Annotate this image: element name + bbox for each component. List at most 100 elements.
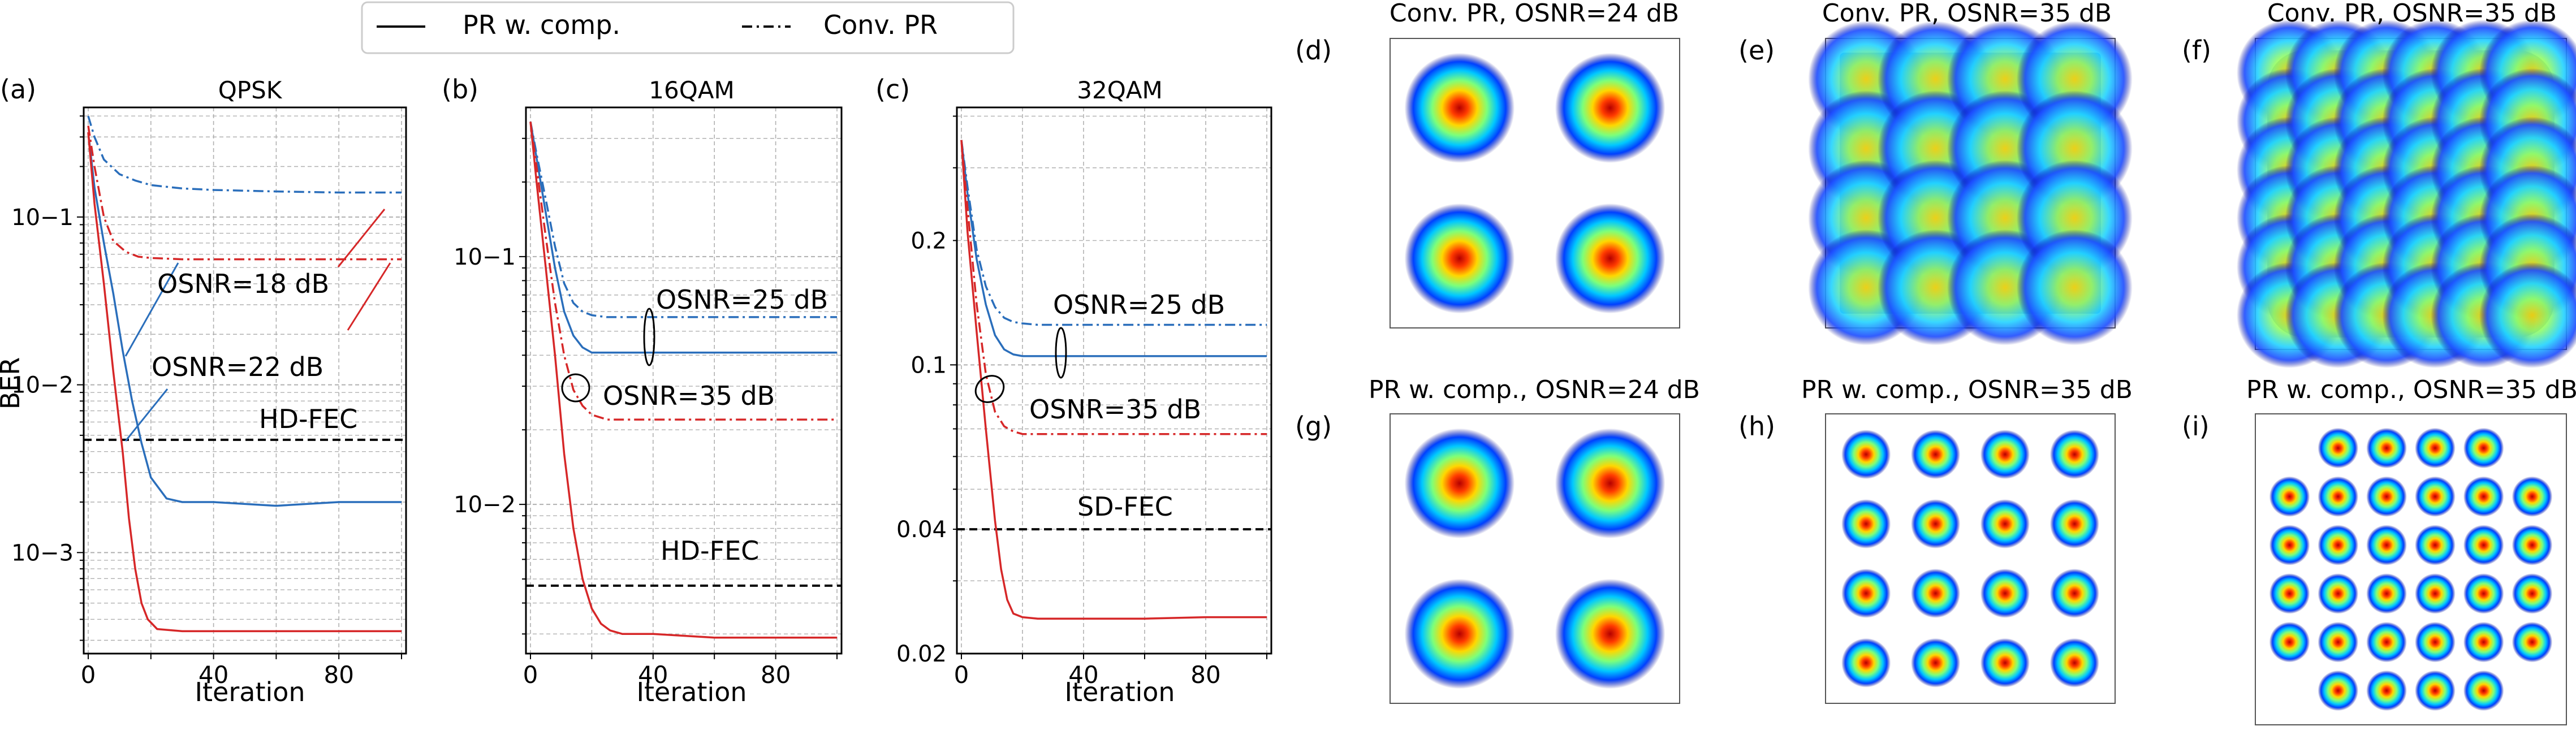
- panel-title: PR w. comp., OSNR=35 dB: [1801, 375, 2133, 404]
- constellation-point: [1980, 638, 2030, 688]
- chart-panel-qpsk: 0 40 80 10−3 10−2 10−1 (a) QPSK BER Iteration…: [0, 74, 407, 707]
- constellation-point: [2415, 427, 2456, 469]
- constellation-plot: [2255, 413, 2567, 725]
- constellation-plot: [1390, 38, 1680, 328]
- osnr-group-marker: [974, 375, 1005, 403]
- legend: PR w. comp. Conv. PR: [361, 1, 1015, 54]
- constellation-point: [2318, 525, 2359, 565]
- panel-letter: (g): [1295, 411, 1332, 442]
- series-line: [960, 140, 1267, 326]
- constellation-point: [2269, 621, 2310, 663]
- chart-panel-16qam: 0 40 80 10−2 10−1 (b) 16QAM Iteration OSNR=2…: [442, 74, 843, 707]
- constellation-point: [1980, 499, 2030, 549]
- constellation-panel-h: (h) PR w. comp., OSNR=35 dB: [1738, 375, 2133, 704]
- constellation-point: [2512, 621, 2553, 663]
- constellation-point: [1911, 499, 1961, 549]
- x-axis-label: Iteration: [1064, 677, 1175, 707]
- constellation-point: [2415, 573, 2456, 614]
- constellation-point: [1841, 638, 1891, 688]
- constellation-point: [2318, 427, 2359, 469]
- constellation-point: [2049, 499, 2099, 549]
- constellation-point: [2463, 476, 2504, 517]
- constellation-point: [2016, 229, 2133, 345]
- annotation-leader: [124, 388, 169, 442]
- panel-title: PR w. comp., OSNR=24 dB: [1369, 375, 1700, 404]
- constellation-point: [2318, 621, 2359, 663]
- constellation-point: [1980, 430, 2030, 479]
- constellation-point: [1404, 53, 1515, 163]
- constellation-point: [1911, 430, 1961, 479]
- constellation-point: [1555, 53, 1665, 163]
- y-tick-label: 10−3: [11, 540, 74, 566]
- panel-title: 16QAM: [649, 76, 734, 104]
- constellation-point: [2366, 525, 2407, 565]
- fec-label: HD-FEC: [259, 404, 357, 434]
- panel-letter: (b): [442, 74, 478, 105]
- fec-label: HD-FEC: [661, 535, 759, 566]
- constellation-point: [1404, 203, 1515, 314]
- x-tick-label: 80: [1190, 661, 1220, 689]
- series-line: [87, 115, 402, 194]
- y-tick-label: 0.04: [896, 517, 947, 543]
- constellation-panel-g: (g) PR w. comp., OSNR=24 dB: [1295, 375, 1700, 704]
- constellation-point: [2318, 476, 2359, 517]
- constellation-frame: [2255, 413, 2567, 725]
- constellation-point: [2366, 573, 2407, 614]
- constellation-panel-f: (f) Conv. PR, OSNR=35 dB: [2182, 0, 2576, 368]
- constellation-point: [2463, 621, 2504, 663]
- plot-area: 0 40 80 10−2 10−1: [454, 106, 843, 689]
- constellation-plot: [1390, 413, 1680, 704]
- panel-title: PR w. comp., OSNR=35 dB: [2246, 375, 2576, 404]
- constellation-point: [2366, 476, 2407, 517]
- constellation-point: [2415, 670, 2456, 711]
- plot-frame: [83, 106, 407, 655]
- y-tick-label: 0.02: [896, 641, 947, 667]
- constellation-point: [1911, 568, 1961, 618]
- constellation-plot: [1808, 21, 2133, 345]
- annotation-leader: [124, 262, 179, 357]
- panel-letter: (e): [1738, 35, 1775, 66]
- series-line: [529, 122, 837, 354]
- constellation-point: [2269, 573, 2310, 614]
- constellation-point: [1404, 578, 1515, 689]
- series-line: [87, 132, 402, 633]
- constellation-point: [1980, 568, 2030, 618]
- x-tick-label: 40: [1068, 661, 1098, 689]
- constellation-point: [1555, 203, 1665, 314]
- chart-panel-32qam: 0 40 800.020.040.10.2 (c) 32QAM Iteration …: [875, 74, 1272, 707]
- constellation-point: [2049, 430, 2099, 479]
- constellation-point: [2415, 621, 2456, 663]
- panel-title: Conv. PR, OSNR=24 dB: [1390, 0, 1679, 28]
- y-tick-label: 10−1: [454, 244, 516, 270]
- constellation-point: [2415, 525, 2456, 565]
- annotation-osnr-35: OSNR=35 dB: [1029, 394, 1201, 425]
- panel-title: 32QAM: [1077, 76, 1162, 104]
- panel-letter: (f): [2182, 35, 2211, 66]
- constellation-point: [1841, 499, 1891, 549]
- constellation-point: [2366, 621, 2407, 663]
- series-line: [960, 140, 1267, 357]
- constellation-plot: [2237, 20, 2576, 368]
- constellation-point: [2463, 573, 2504, 614]
- constellation-panel-e: (e) Conv. PR, OSNR=35 dB: [1738, 0, 2133, 345]
- constellation-point: [2512, 525, 2553, 565]
- series-line: [87, 132, 402, 507]
- constellation-point: [2415, 476, 2456, 517]
- x-tick-label: 0: [81, 661, 96, 689]
- series-line: [529, 122, 837, 639]
- constellation-point: [1841, 568, 1891, 618]
- osnr-group-marker: [643, 308, 655, 366]
- annotation-leader: [337, 209, 386, 267]
- annotation-osnr-22: OSNR=22 dB: [152, 352, 323, 382]
- panel-letter: (c): [875, 74, 910, 105]
- annotation-osnr-18: OSNR=18 dB: [157, 269, 329, 299]
- plot-frame: [956, 106, 1272, 655]
- x-tick-label: 40: [199, 661, 228, 689]
- annotation-osnr-35: OSNR=35 dB: [603, 381, 775, 411]
- constellation-point: [2269, 476, 2310, 517]
- x-tick-label: 80: [323, 661, 353, 689]
- plot-frame: [525, 106, 843, 655]
- y-tick-label: 10−2: [454, 492, 516, 518]
- panel-title: Conv. PR, OSNR=35 dB: [1822, 0, 2112, 28]
